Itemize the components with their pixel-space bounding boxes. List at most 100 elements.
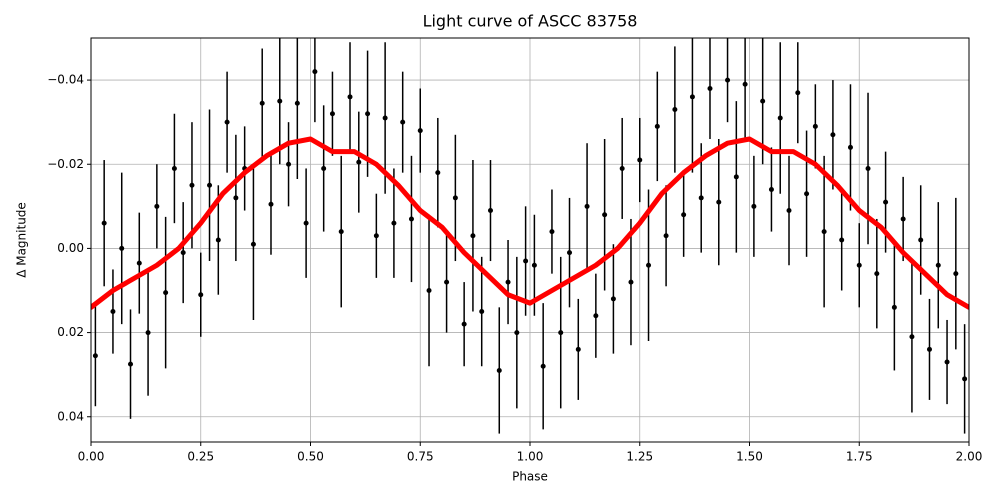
data-point xyxy=(163,290,169,296)
data-point xyxy=(171,165,177,171)
data-point xyxy=(795,90,801,96)
data-point xyxy=(804,191,810,197)
data-point xyxy=(189,182,195,188)
data-point xyxy=(558,330,564,336)
x-tick-label: 0.25 xyxy=(187,450,214,464)
data-point xyxy=(259,100,265,106)
data-point xyxy=(760,98,766,104)
chart-title: Light curve of ASCC 83758 xyxy=(423,12,638,31)
data-point xyxy=(312,69,318,75)
data-point xyxy=(382,115,388,121)
data-point xyxy=(540,363,546,369)
data-point xyxy=(215,237,221,243)
data-point xyxy=(101,220,107,226)
data-point xyxy=(224,119,230,125)
data-point xyxy=(154,203,160,209)
data-point xyxy=(628,279,634,285)
data-point xyxy=(602,212,608,218)
data-point xyxy=(180,250,186,256)
data-point xyxy=(487,208,493,214)
x-tick-label: 0.00 xyxy=(78,450,105,464)
data-point xyxy=(338,229,344,235)
data-point xyxy=(136,260,142,266)
data-point xyxy=(110,309,116,315)
data-point xyxy=(417,128,423,134)
data-point xyxy=(637,157,643,163)
data-point xyxy=(365,111,371,117)
data-point xyxy=(953,271,959,277)
data-point xyxy=(663,233,669,239)
data-point xyxy=(821,229,827,235)
data-point xyxy=(812,123,818,129)
data-point xyxy=(531,262,537,268)
x-tick-label: 1.25 xyxy=(626,450,653,464)
data-point xyxy=(584,203,590,209)
data-point xyxy=(250,241,256,247)
data-point xyxy=(847,144,853,150)
data-point xyxy=(909,334,915,340)
data-point xyxy=(233,195,239,201)
data-point xyxy=(681,212,687,218)
data-point xyxy=(610,296,616,302)
data-point xyxy=(698,195,704,201)
data-point xyxy=(92,353,98,359)
data-point xyxy=(286,161,292,167)
x-tick-label: 2.00 xyxy=(956,450,983,464)
data-point xyxy=(356,159,362,165)
data-point xyxy=(883,199,889,205)
x-tick-label: 0.50 xyxy=(297,450,324,464)
data-point xyxy=(452,195,458,201)
data-point xyxy=(294,100,300,106)
data-point xyxy=(479,309,485,315)
data-point xyxy=(128,361,134,367)
data-point xyxy=(347,94,353,100)
data-point xyxy=(619,165,625,171)
data-point xyxy=(751,203,757,209)
data-point xyxy=(689,94,695,100)
data-point xyxy=(935,262,941,268)
data-point xyxy=(654,123,660,129)
data-point xyxy=(567,250,573,256)
data-point xyxy=(786,208,792,214)
y-tick-label: 0.02 xyxy=(57,325,84,339)
data-point xyxy=(918,237,924,243)
data-point xyxy=(672,107,678,113)
data-point xyxy=(707,86,713,91)
data-point xyxy=(549,229,555,235)
data-point xyxy=(277,98,283,104)
data-point xyxy=(944,359,950,365)
data-point xyxy=(777,115,783,121)
data-point xyxy=(435,170,441,176)
x-tick-label: 1.00 xyxy=(517,450,544,464)
data-point xyxy=(725,77,731,83)
data-point xyxy=(733,174,739,180)
data-point xyxy=(391,220,397,226)
y-tick-label: 0.04 xyxy=(57,409,84,423)
y-tick-label: −0.02 xyxy=(47,157,84,171)
data-point xyxy=(496,367,502,373)
data-point xyxy=(575,346,581,352)
data-point xyxy=(470,233,476,239)
data-point xyxy=(856,262,862,268)
data-point xyxy=(329,111,335,117)
data-point xyxy=(505,279,511,285)
x-axis-label: Phase xyxy=(512,470,548,484)
data-point xyxy=(926,346,932,352)
data-point xyxy=(742,81,748,87)
data-point xyxy=(303,220,309,226)
data-point xyxy=(198,292,204,298)
data-point xyxy=(891,304,897,310)
data-point xyxy=(444,279,450,285)
data-point xyxy=(768,187,774,192)
data-point xyxy=(962,376,968,382)
data-point xyxy=(321,165,327,171)
x-tick-label: 0.75 xyxy=(407,450,434,464)
data-point xyxy=(373,233,379,239)
data-point xyxy=(400,119,406,125)
data-point xyxy=(514,330,520,336)
data-point xyxy=(268,201,274,207)
x-tick-label: 1.75 xyxy=(846,450,873,464)
data-point xyxy=(646,262,652,268)
data-point xyxy=(716,199,722,205)
data-point xyxy=(426,288,432,293)
